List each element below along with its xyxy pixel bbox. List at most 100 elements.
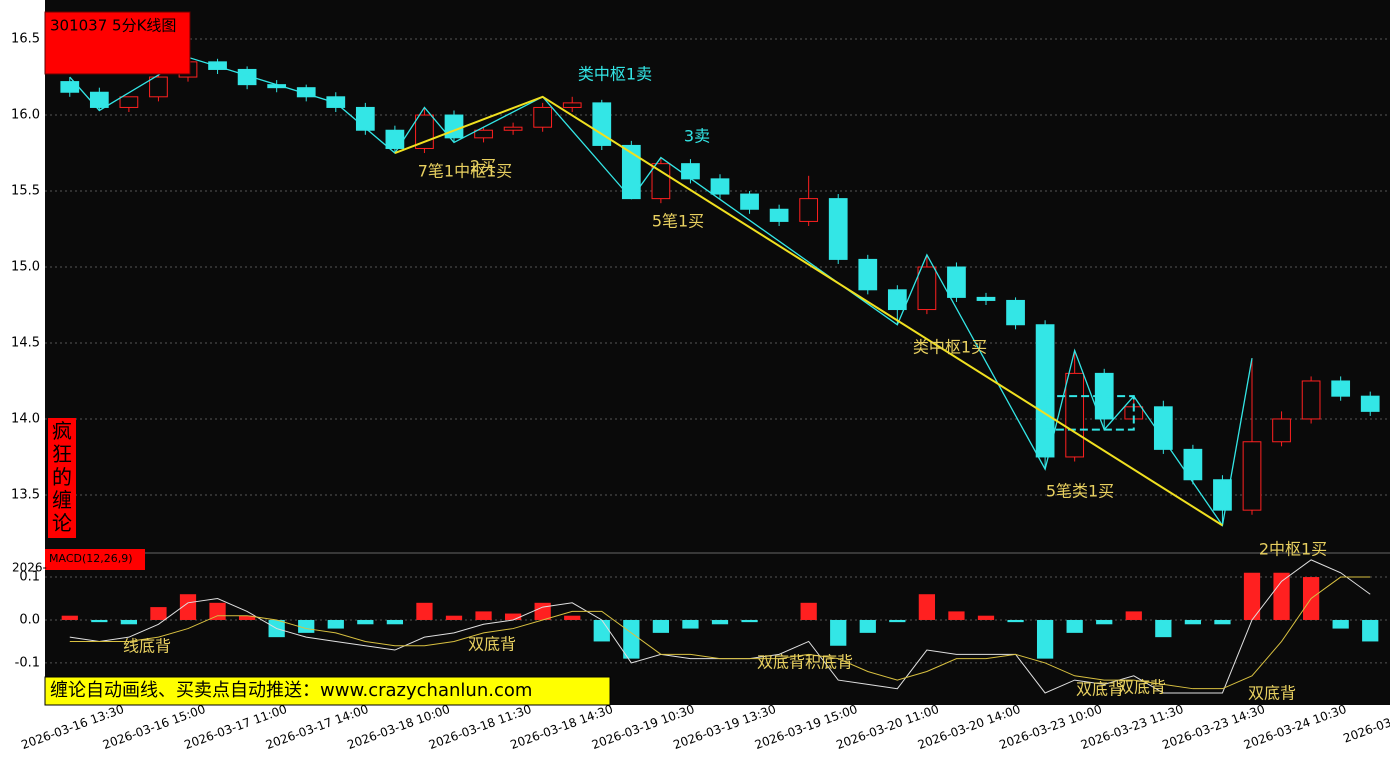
candle-body: [237, 68, 257, 86]
macd-bar: [977, 615, 995, 620]
candle-body: [89, 91, 109, 108]
candle-body: [562, 102, 582, 108]
side-char: 狂: [52, 442, 72, 466]
y-tick-label: 16.0: [11, 108, 40, 123]
cut-label: 2026-: [12, 561, 47, 575]
signal-label: 类中枢1卖: [578, 65, 652, 84]
candle-body: [385, 129, 405, 149]
x-label-group: 2026-03-24: [1341, 709, 1390, 746]
candle-body: [533, 106, 553, 128]
candle-body: [710, 178, 730, 195]
promo-text: 缠论自动画线、买卖点自动推送：www.crazychanlun.com: [50, 680, 532, 701]
macd-bar: [534, 602, 551, 620]
y-tick-label: 14.0: [11, 411, 40, 426]
macd-bar: [1362, 619, 1379, 642]
y-tick-label: 13.5: [11, 487, 40, 502]
macd-dea: [69, 576, 1371, 690]
side-char: 论: [52, 511, 72, 535]
macd-bar: [830, 619, 847, 646]
signal-label: 类中枢1买: [913, 338, 987, 357]
side-char: 缠: [52, 488, 72, 512]
candle-body: [1360, 395, 1380, 412]
signal-label: 5笔类1买: [1046, 482, 1114, 501]
macd-bar: [593, 619, 610, 642]
segment-line: [394, 95, 1223, 527]
macd-bar: [1243, 572, 1261, 620]
divergence-label: 双底背: [1118, 678, 1166, 697]
candle-body: [1272, 418, 1291, 443]
macd-bar: [918, 594, 936, 620]
macd-bar: [1036, 619, 1054, 659]
y-tick-label: 0.0: [19, 612, 40, 627]
macd-bar: [859, 619, 876, 633]
macd-bar: [504, 613, 522, 620]
signal-label: 5笔1买: [652, 212, 704, 231]
macd-bar: [889, 619, 906, 623]
macd-bar: [564, 615, 581, 620]
candle-body: [976, 296, 996, 301]
macd-title: MACD(12,26,9): [49, 552, 133, 565]
promo-box: [44, 676, 611, 706]
candle-body: [828, 198, 848, 260]
divergence-label: 双底背: [468, 635, 516, 654]
chart-title: 301037 5分K线图: [50, 17, 176, 35]
y-tick-label: 15.0: [11, 260, 40, 275]
macd-bar: [800, 602, 817, 620]
y-tick-label: 15.5: [11, 184, 40, 199]
macd-bar: [386, 619, 404, 625]
macd-bar: [1155, 619, 1172, 638]
macd-bar: [150, 607, 167, 620]
candle-body: [1183, 448, 1203, 481]
macd-bar: [741, 619, 758, 623]
macd-bar: [238, 615, 256, 620]
divergence-label: 双底背积底背: [757, 653, 853, 672]
y-tick-label: 0.1: [19, 570, 40, 585]
x-tick-label: 2026-03-24: [1341, 709, 1390, 746]
side-char: 疯: [52, 419, 72, 443]
macd-bar: [652, 619, 670, 633]
divergence-label: 线底背: [123, 637, 171, 656]
candle-body: [1006, 299, 1025, 326]
candle-body: [474, 129, 493, 139]
candle-body: [592, 102, 612, 146]
candle-body: [1301, 380, 1321, 420]
macd-bar: [1214, 619, 1231, 625]
candle-body: [1153, 406, 1173, 450]
macd-bar: [475, 611, 492, 620]
macd-bar: [1096, 619, 1113, 625]
candle-body: [1035, 324, 1055, 458]
candle-body: [1213, 479, 1232, 511]
macd-bar: [91, 619, 108, 623]
macd-bar: [1184, 619, 1202, 625]
macd-bar: [357, 619, 374, 625]
side-label-box: [48, 418, 76, 538]
macd-bar: [209, 602, 226, 620]
macd-bar: [948, 611, 965, 620]
y-tick-label: 14.5: [11, 335, 40, 350]
divergence-label: 双底背: [1248, 684, 1296, 703]
candle-body: [355, 106, 375, 131]
candle-body: [887, 289, 907, 311]
candle-body: [1242, 441, 1262, 511]
candle-body: [651, 163, 671, 200]
macd-bar: [416, 602, 433, 620]
bi-stroke: [69, 56, 1253, 528]
macd-bar: [682, 619, 699, 629]
macd-title-box: [45, 549, 145, 570]
candle-body: [681, 163, 700, 180]
y-tick-label: 16.5: [11, 32, 40, 47]
macd-bar: [1066, 619, 1083, 633]
candle-body: [149, 76, 168, 98]
candle-body: [740, 193, 759, 210]
macd-bar: [623, 619, 640, 659]
signal-label: 2中枢1买: [1259, 540, 1327, 559]
macd-bar: [445, 615, 463, 620]
divergence-label: 双底背: [1076, 680, 1124, 699]
candle-body: [1331, 380, 1351, 397]
macd-bar: [1332, 619, 1349, 629]
candle-body: [947, 266, 966, 298]
candle-body: [1065, 372, 1085, 458]
candle-body: [917, 266, 937, 311]
candle-body: [858, 258, 878, 291]
